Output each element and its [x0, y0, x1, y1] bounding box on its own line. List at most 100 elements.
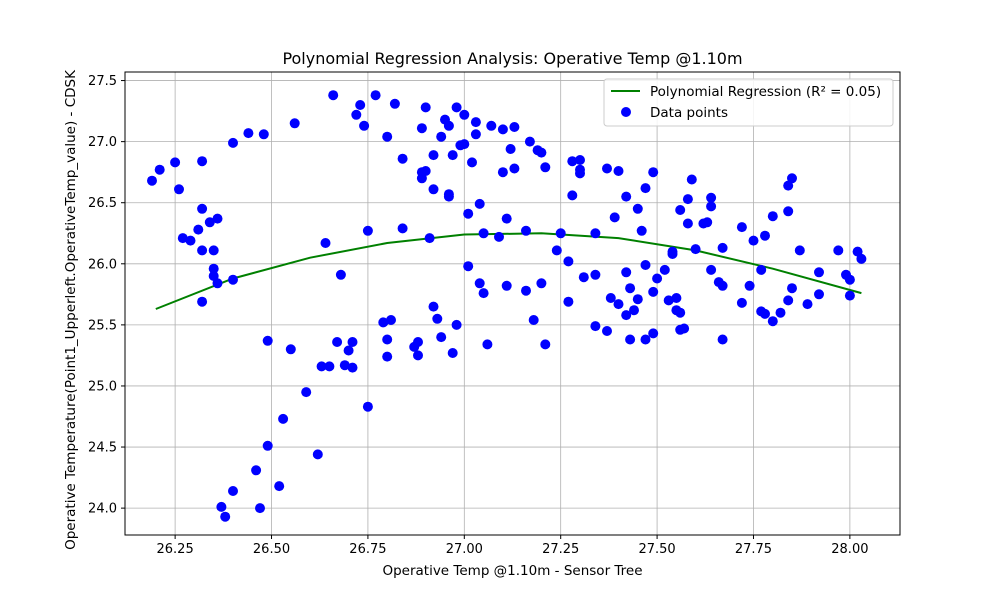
data-point [463, 261, 473, 271]
data-point [621, 192, 631, 202]
data-point [610, 212, 620, 222]
data-point [321, 238, 331, 248]
data-point [536, 148, 546, 158]
data-point [228, 486, 238, 496]
data-point [429, 150, 439, 160]
data-point [856, 254, 866, 264]
y-tick-label: 26.0 [88, 257, 117, 272]
y-axis-label: Operative Temperature(Point1_Upperleft.O… [63, 69, 79, 550]
data-point [197, 156, 207, 166]
data-point [521, 286, 531, 296]
data-point [432, 314, 442, 324]
data-point [413, 337, 423, 347]
y-tick-label: 27.0 [88, 135, 117, 150]
data-point [633, 294, 643, 304]
x-axis-ticks: 26.25 26.50 26.75 27.00 27.25 27.50 27.75 28.00 [157, 535, 869, 557]
legend-label-data-points: Data points [650, 105, 728, 121]
data-point [197, 245, 207, 255]
data-point [691, 244, 701, 254]
legend-point-marker [621, 107, 631, 117]
data-point [471, 129, 481, 139]
data-point [274, 481, 284, 491]
data-point [614, 166, 624, 176]
chart-title: Polynomial Regression Analysis: Operativ… [282, 49, 742, 68]
data-point [625, 283, 635, 293]
data-point [625, 335, 635, 345]
data-point [174, 184, 184, 194]
data-point [286, 344, 296, 354]
data-point [209, 245, 219, 255]
data-point [567, 190, 577, 200]
data-point [718, 281, 728, 291]
data-point [718, 335, 728, 345]
data-point [475, 278, 485, 288]
data-point [332, 337, 342, 347]
data-point [760, 231, 770, 241]
data-point [193, 225, 203, 235]
data-point [814, 289, 824, 299]
data-point [444, 192, 454, 202]
legend-label-regression: Polynomial Regression (R² = 0.05) [650, 84, 881, 100]
data-point [228, 138, 238, 148]
data-point [737, 222, 747, 232]
data-point [745, 281, 755, 291]
data-point [251, 465, 261, 475]
x-tick-label: 26.50 [253, 542, 290, 557]
data-point [421, 102, 431, 112]
data-point [760, 309, 770, 319]
data-point [336, 270, 346, 280]
data-point [660, 265, 670, 275]
data-point [429, 184, 439, 194]
data-point [498, 124, 508, 134]
data-point [448, 348, 458, 358]
x-tick-label: 27.25 [542, 542, 579, 557]
data-point [197, 204, 207, 214]
data-point [563, 256, 573, 266]
data-point [363, 226, 373, 236]
data-point [328, 90, 338, 100]
data-point [147, 176, 157, 186]
y-axis-ticks: 24.0 24.5 25.0 25.5 26.0 26.5 27.0 27.5 [88, 74, 125, 517]
data-point [436, 332, 446, 342]
data-point [687, 175, 697, 185]
data-point [756, 265, 766, 275]
data-point [243, 128, 253, 138]
data-point [637, 226, 647, 236]
data-point [575, 168, 585, 178]
data-point [614, 299, 624, 309]
data-point [683, 194, 693, 204]
data-point [536, 278, 546, 288]
data-point [641, 183, 651, 193]
data-point [344, 346, 354, 356]
data-point [459, 139, 469, 149]
data-point [749, 236, 759, 246]
data-point [502, 214, 512, 224]
data-point [479, 288, 489, 298]
data-point [371, 90, 381, 100]
data-point [506, 144, 516, 154]
data-point [575, 155, 585, 165]
legend: Polynomial Regression (R² = 0.05) Data p… [604, 79, 893, 126]
data-point [702, 217, 712, 227]
data-point [348, 363, 358, 373]
data-point [540, 339, 550, 349]
data-point [290, 118, 300, 128]
data-point [675, 205, 685, 215]
data-point [668, 247, 678, 257]
data-point [263, 441, 273, 451]
data-point [590, 270, 600, 280]
data-point [579, 272, 589, 282]
x-tick-label: 26.75 [349, 542, 386, 557]
data-point [814, 267, 824, 277]
data-point [679, 324, 689, 334]
data-point [552, 245, 562, 255]
data-point [706, 265, 716, 275]
data-point [787, 173, 797, 183]
y-tick-label: 26.5 [88, 196, 117, 211]
data-point [648, 167, 658, 177]
data-point [398, 154, 408, 164]
data-point [398, 223, 408, 233]
x-axis-label: Operative Temp @1.10m - Sensor Tree [382, 563, 642, 579]
x-tick-label: 28.00 [831, 542, 868, 557]
